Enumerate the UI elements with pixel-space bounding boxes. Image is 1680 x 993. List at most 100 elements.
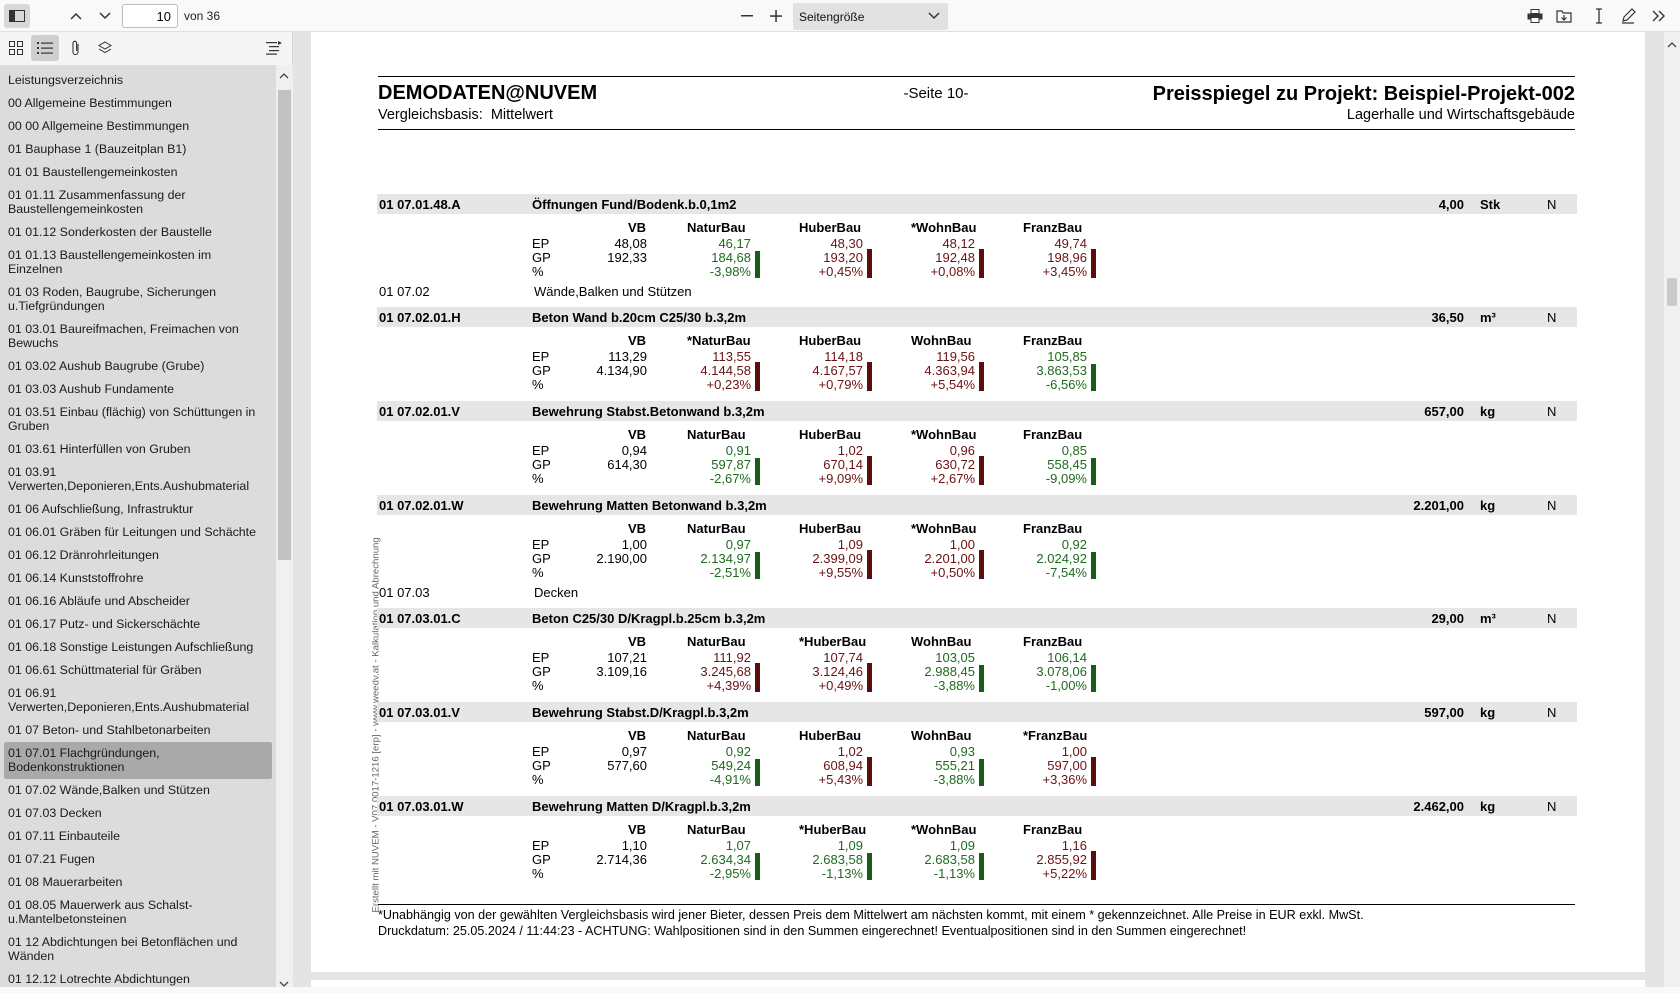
layers-tab-icon[interactable] [91, 35, 119, 61]
print-icon[interactable] [1524, 5, 1546, 27]
annotate-pen-icon[interactable] [1617, 5, 1639, 27]
outline-item[interactable]: 01 06.01 Gräben für Leitungen und Schäch… [8, 525, 257, 539]
outline-item[interactable]: Leistungsverzeichnis [8, 73, 124, 87]
scroll-up-icon[interactable] [279, 67, 289, 85]
outline-item[interactable]: 01 Bauphase 1 (Bauzeitplan B1) [8, 142, 187, 156]
outline-item[interactable]: 01 08.05 Mauerwerk aus Schalst-u.Mantelb… [8, 898, 193, 926]
footnote: *Unabhängig von der gewählten Vergleichs… [378, 908, 1364, 922]
bidder-pct: -3,98% [709, 264, 751, 279]
next-page-icon[interactable] [95, 6, 115, 26]
position-flag: N [1547, 705, 1557, 720]
zoom-in-icon[interactable] [766, 6, 786, 26]
save-icon[interactable] [1553, 5, 1575, 27]
bidder-gp: 2.855,92 [1036, 852, 1087, 867]
group-code: 01 07.02 [379, 284, 430, 299]
row-label-ep: EP [532, 838, 550, 853]
bidder-pct: -2,95% [709, 866, 751, 881]
outline-item[interactable]: 01 03 Roden, Baugrube, Sicherungen u.Tie… [8, 285, 217, 313]
outline-item[interactable]: 00 Allgemeine Bestimmungen [8, 96, 172, 110]
bidder-name: NaturBau [687, 634, 746, 649]
attachments-tab-icon[interactable] [62, 35, 90, 61]
outline-item[interactable]: 01 03.01 Baureifmachen, Freimachen von B… [8, 322, 239, 350]
bidder-pct: +0,50% [930, 565, 975, 580]
outline-item[interactable]: 01 08 Mauerarbeiten [8, 875, 123, 889]
viewer-scroll-thumb[interactable] [1667, 278, 1677, 306]
outline-item[interactable]: 01 06 Aufschließung, Infrastruktur [8, 502, 194, 516]
zoom-out-icon[interactable] [737, 6, 757, 26]
document-viewer[interactable]: Erstellt mit NUVEM - V07.0017-1216 [erp]… [293, 32, 1664, 987]
position-flag: N [1547, 404, 1557, 419]
comparison-basis-value: Mittelwert [490, 107, 553, 123]
bidder-pct: +5,43% [818, 772, 863, 787]
bidder-pct: +9,55% [818, 565, 863, 580]
outline-item[interactable]: 01 03.03 Aushub Fundamente [8, 382, 175, 396]
bidder-gp: 2.201,00 [924, 551, 975, 566]
viewer-scrollbar[interactable] [1664, 32, 1680, 987]
outline-item[interactable]: 01 01.12 Sonderkosten der Baustelle [8, 225, 212, 239]
outline-item[interactable]: 01 03.02 Aushub Baugrube (Grube) [8, 359, 205, 373]
outline-item[interactable]: 01 07.21 Fugen [8, 852, 95, 866]
sidebar-toggle-icon[interactable] [4, 4, 30, 28]
bidder-name: HuberBau [799, 728, 862, 743]
scroll-down-icon[interactable] [279, 975, 289, 993]
outline-tab-icon[interactable] [31, 35, 59, 61]
previous-page-icon[interactable] [66, 6, 86, 26]
row-label-ep: EP [532, 236, 550, 251]
vb-ep: 48,08 [614, 236, 647, 251]
position-quantity: 657,00 [1424, 404, 1464, 419]
bidder-name: FranzBau [1023, 333, 1083, 348]
row-label-pct: % [532, 772, 544, 787]
zoom-select[interactable]: Seitengröße [793, 3, 948, 30]
vb-gp: 3.109,16 [596, 664, 647, 679]
text-select-icon[interactable] [1588, 5, 1610, 27]
group-heading: 01 07.03 Decken [379, 585, 578, 600]
bidder-name: HuberBau [799, 333, 862, 348]
vb-gp: 2.714,36 [596, 852, 647, 867]
current-outline-item-icon[interactable] [260, 35, 288, 61]
bidder-pct: +4,39% [706, 678, 751, 693]
bidder-ep: 48,30 [830, 236, 863, 251]
outline-item[interactable]: 01 06.61 Schüttmaterial für Gräben [8, 663, 202, 677]
position-quantity: 36,50 [1431, 310, 1464, 325]
position-quantity: 4,00 [1438, 197, 1464, 212]
outline-item[interactable]: 01 07.02 Wände,Balken und Stützen [8, 783, 210, 797]
outline-item[interactable]: 01 06.16 Abläufe und Abscheider [8, 594, 190, 608]
outline-item[interactable]: 01 06.17 Putz- und Sickerschächte [8, 617, 201, 631]
outline-panel: Leistungsverzeichnis 00 Allgemeine Bestim… [0, 65, 276, 987]
bidder-pct: -1,00% [1045, 678, 1087, 693]
outline-item[interactable]: 00 00 Allgemeine Bestimmungen [8, 119, 190, 133]
bidder-pct: -3,88% [933, 678, 975, 693]
outline-item[interactable]: 01 07 Beton- und Stahlbetonarbeiten [8, 723, 211, 737]
position-header-bar [377, 796, 1577, 816]
outline-item[interactable]: 01 06.18 Sonstige Leistungen Aufschließu… [8, 640, 254, 654]
outline-item[interactable]: 01 07.01 Flachgründungen, Bodenkonstrukt… [4, 742, 272, 779]
outline-item[interactable]: 01 06.14 Kunststoffrohre [8, 571, 144, 585]
outline-item[interactable]: 01 12.12 Lotrechte Abdichtungen [8, 972, 190, 986]
deviation-bar [1091, 757, 1096, 786]
outline-item[interactable]: 01 03.51 Einbau (flächig) von Schüttunge… [8, 405, 256, 433]
outline-item[interactable]: 01 01.11 Zusammenfassung der Baustelleng… [8, 188, 186, 216]
outline-item[interactable]: 01 03.91 Verwerten,Deponieren,Ents.Aushu… [8, 465, 250, 493]
outline-item[interactable]: 01 01.13 Baustellengemeinkosten im Einze… [8, 248, 212, 276]
bidder-pct: -9,09% [1045, 471, 1087, 486]
outline-item[interactable]: 01 07.03 Decken [8, 806, 102, 820]
scroll-up-icon[interactable] [1667, 36, 1677, 54]
sidebar-scrollbar[interactable] [276, 65, 293, 987]
outline-item[interactable]: 01 03.61 Hinterfüllen von Gruben [8, 442, 191, 456]
outline-item[interactable]: 01 07.11 Einbauteile [8, 829, 121, 843]
outline-item[interactable]: 01 01 Baustellengemeinkosten [8, 165, 178, 179]
thumbnails-tab-icon[interactable] [2, 35, 30, 61]
outline-item[interactable]: 01 06.91 Verwerten,Deponieren,Ents.Aushu… [8, 686, 250, 714]
outline-item[interactable]: 01 06.12 Dränrohrleitungen [8, 548, 159, 562]
page-number-input[interactable] [122, 4, 178, 28]
position-title: Bewehrung Matten D/Kragpl.b.3,2m [532, 799, 751, 814]
bidder-name: *HuberBau [799, 634, 867, 649]
bidder-gp: 670,14 [823, 457, 863, 472]
bidder-name: NaturBau [687, 728, 746, 743]
bidder-gp: 4.363,94 [924, 363, 975, 378]
row-label-gp: GP [532, 758, 551, 773]
sidebar-scroll-thumb[interactable] [278, 90, 291, 560]
bidder-name: *WohnBau [911, 822, 977, 837]
more-tools-icon[interactable] [1648, 5, 1670, 27]
outline-item[interactable]: 01 12 Abdichtungen bei Betonflächen und … [8, 935, 238, 963]
